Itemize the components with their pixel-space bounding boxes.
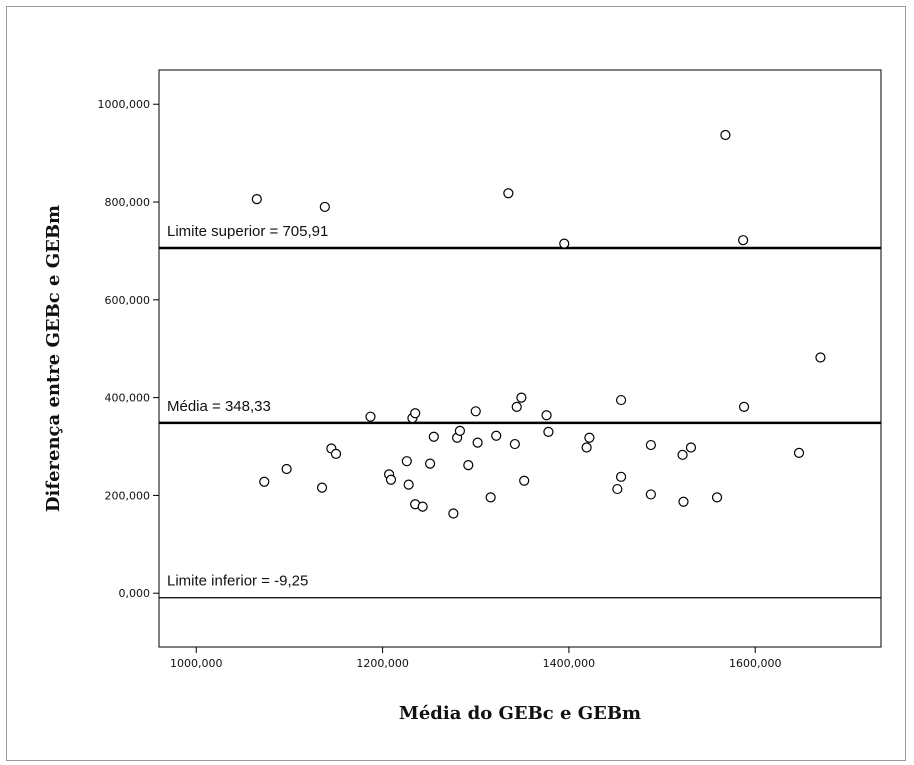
- data-point: [509, 438, 520, 450]
- data-point: [738, 235, 749, 246]
- reference-line-label: Limite superior = 705,91: [167, 223, 328, 240]
- y-tick-label: 1000,000: [98, 98, 151, 111]
- data-point: [793, 447, 805, 458]
- data-point: [541, 410, 552, 421]
- data-point: [815, 352, 826, 363]
- data-point: [281, 463, 292, 475]
- data-points: [251, 129, 826, 519]
- data-point: [511, 401, 522, 413]
- reference-lines: [159, 246, 881, 599]
- data-point: [470, 406, 481, 417]
- data-point: [403, 479, 414, 490]
- data-point: [463, 459, 474, 471]
- data-point: [319, 201, 330, 213]
- y-tick-label: 400,000: [105, 392, 151, 405]
- y-tick-label: 200,000: [105, 489, 151, 502]
- data-point: [516, 392, 527, 403]
- data-point: [365, 411, 376, 422]
- data-point: [454, 425, 466, 436]
- y-axis-title: Diferença entre GEBc e GEBm: [43, 205, 64, 512]
- x-tick-label: 1400,000: [543, 657, 596, 670]
- data-point: [519, 475, 530, 486]
- data-point: [491, 430, 502, 441]
- data-point: [645, 489, 656, 500]
- data-point: [678, 496, 689, 507]
- reference-line-labels: Limite superior = 705,91 Média = 348,33 Li…: [167, 223, 328, 590]
- data-point: [485, 492, 496, 503]
- data-point: [316, 482, 328, 493]
- x-axis: 1000,000 1200,000 1400,000 1600,000: [170, 647, 781, 670]
- data-point: [503, 188, 514, 199]
- x-tick-label: 1000,000: [170, 657, 223, 670]
- data-point: [720, 129, 731, 141]
- data-point: [685, 442, 697, 453]
- data-point: [677, 449, 688, 460]
- bland-altman-plot: 0,000 200,000 400,000 600,000 800,000 1000,00…: [43, 69, 882, 724]
- data-point: [615, 394, 627, 406]
- data-point: [615, 471, 627, 482]
- data-point: [428, 431, 439, 442]
- x-tick-label: 1200,000: [356, 657, 409, 670]
- y-tick-label: 0,000: [119, 587, 151, 600]
- x-tick-label: 1600,000: [729, 657, 782, 670]
- plot-area: [158, 69, 882, 648]
- x-axis-title: Média do GEBc e GEBm: [399, 703, 641, 724]
- data-point: [581, 442, 592, 453]
- y-axis: 0,000 200,000 400,000 600,000 800,000 1000,00…: [98, 98, 159, 600]
- data-point: [251, 193, 262, 205]
- data-point: [543, 426, 554, 437]
- data-point: [612, 483, 623, 495]
- data-point: [584, 432, 595, 443]
- data-point: [424, 458, 436, 469]
- data-point: [645, 439, 656, 451]
- data-point: [738, 401, 750, 413]
- data-point: [385, 474, 397, 485]
- data-point: [711, 492, 723, 503]
- y-tick-label: 600,000: [105, 294, 151, 307]
- reference-line-label: Limite inferior = -9,25: [167, 573, 308, 590]
- chart-frame: 0,000 200,000 400,000 600,000 800,000 1000,00…: [6, 6, 906, 761]
- data-point: [417, 501, 428, 512]
- data-point: [401, 456, 412, 467]
- data-point: [330, 448, 342, 459]
- data-point: [259, 476, 270, 487]
- data-point: [559, 238, 570, 249]
- data-point: [410, 408, 421, 419]
- data-point: [448, 508, 459, 519]
- reference-line-label: Média = 348,33: [167, 398, 271, 415]
- data-point: [472, 437, 483, 448]
- y-tick-label: 800,000: [105, 196, 151, 209]
